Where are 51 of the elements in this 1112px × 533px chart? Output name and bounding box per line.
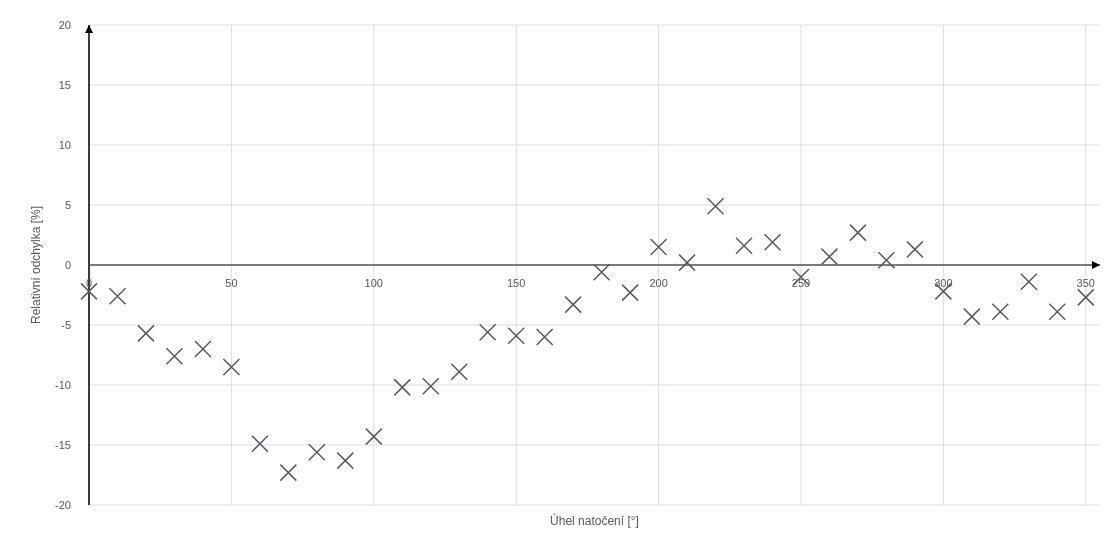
point [1048,303,1067,321]
point [393,378,412,397]
point [535,328,554,346]
point [877,251,896,269]
point [763,233,782,251]
y-tick-label: 5 [64,198,71,211]
point [649,238,668,256]
point [963,307,981,326]
point [564,295,582,314]
point [194,340,212,358]
point [222,358,241,376]
y-tick-label: 0 [64,258,71,271]
y-tick-label: 10 [58,138,71,151]
point [336,451,355,470]
y-tick-label: -10 [55,378,71,391]
y-tick-label: -15 [55,438,71,451]
x-tick-label: 350 [1076,277,1095,289]
x-tick-label: 100 [364,277,383,289]
point [450,363,468,381]
point [251,435,269,453]
point [621,283,639,302]
point [422,377,440,395]
x-tick-label: 250 [791,277,811,289]
y-axis-title: Relativní odchylka [%] [29,205,43,325]
point [849,223,867,242]
point [706,197,725,215]
point [592,263,611,281]
x-axis-title: Úhel natočení [°] [550,513,639,528]
point [991,303,1010,321]
point [1020,273,1038,291]
x-tick-label: 150 [507,277,526,289]
y-tick-label: 20 [58,18,71,31]
point [478,323,497,341]
point [820,247,839,266]
point [279,463,298,482]
point [308,443,326,461]
point [165,347,184,365]
y-tick-label: 15 [58,78,71,91]
x-tick-label: 200 [649,277,668,289]
x-tick-label: 300 [934,277,953,289]
x-tick-label: 50 [225,277,238,289]
point [678,253,696,272]
y-tick-label: -20 [55,498,71,511]
point [906,240,924,259]
y-tick-label: -5 [61,318,71,331]
point [507,327,525,345]
point [365,427,383,446]
point [1077,288,1095,307]
point [137,324,155,343]
point [108,287,127,305]
point [735,237,753,255]
